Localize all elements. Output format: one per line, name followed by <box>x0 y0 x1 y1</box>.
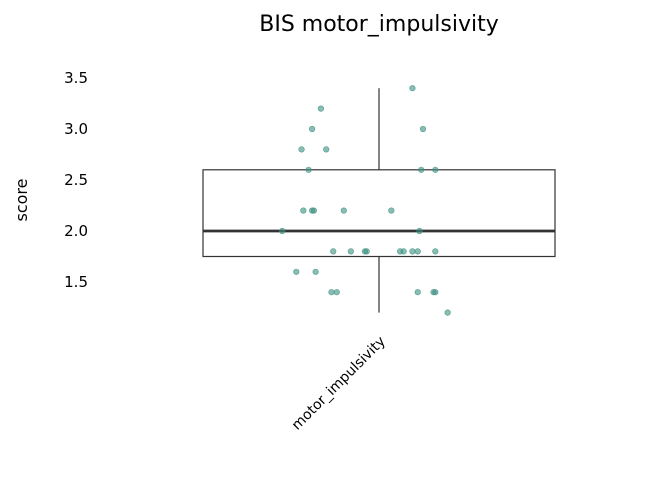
data-point <box>317 105 325 112</box>
chart-title: BIS motor_impulsivity <box>259 12 498 37</box>
data-point <box>432 166 439 173</box>
box-group <box>202 88 556 313</box>
data-point <box>279 227 286 235</box>
data-point <box>328 289 335 296</box>
data-point <box>298 146 305 153</box>
y-axis-ticks: 1.5 2.0 2.5 3.0 3.5 <box>64 69 88 291</box>
interquartile-box <box>202 169 556 258</box>
data-point <box>418 166 425 173</box>
data-point <box>347 248 354 255</box>
data-point <box>414 248 421 255</box>
x-tick-label: motor_impulsivity <box>289 334 389 434</box>
data-point <box>333 289 340 296</box>
y-tick-label: 3.0 <box>64 120 88 138</box>
y-tick-label: 2.5 <box>64 171 88 189</box>
data-point <box>363 248 370 255</box>
data-point <box>305 166 312 173</box>
data-point <box>414 289 421 296</box>
data-point <box>310 207 317 214</box>
y-axis-label: score <box>12 179 31 222</box>
data-point <box>409 85 416 92</box>
y-tick-label: 2.0 <box>64 222 88 240</box>
data-point <box>330 248 337 255</box>
y-tick-label: 1.5 <box>64 273 88 291</box>
jitter-points <box>279 85 451 316</box>
data-point <box>309 125 316 133</box>
data-point <box>300 207 307 214</box>
data-point <box>432 248 439 255</box>
y-tick-label: 3.5 <box>64 69 88 87</box>
data-point <box>388 207 395 214</box>
data-point <box>419 125 427 133</box>
data-point <box>312 268 319 275</box>
data-point <box>400 248 407 255</box>
data-point <box>293 268 300 275</box>
x-axis-ticks: motor_impulsivity <box>289 334 389 434</box>
data-point <box>432 289 439 296</box>
data-point <box>340 207 347 214</box>
data-point <box>444 309 451 316</box>
data-point <box>416 227 423 235</box>
data-point <box>409 248 416 255</box>
data-point <box>323 146 330 153</box>
